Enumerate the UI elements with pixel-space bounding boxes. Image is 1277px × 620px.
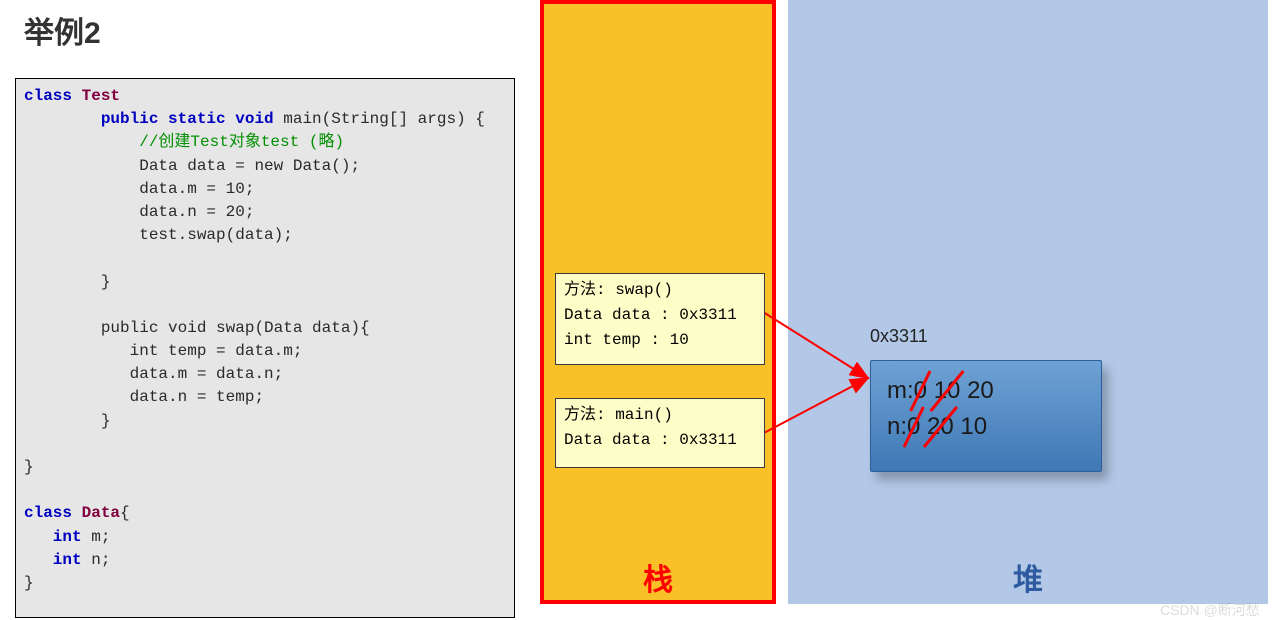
- code-block: class Test public static void main(Strin…: [15, 78, 515, 618]
- heap-struck-value: 0: [914, 373, 927, 409]
- stack-frame: 方法: main() Data data : 0x3311: [555, 398, 765, 468]
- code-token: main(String[] args) {: [283, 110, 485, 128]
- code-token: public void swap(Data data){: [24, 319, 370, 337]
- heap-label: 堆: [788, 555, 1268, 599]
- heap-panel: [788, 0, 1268, 604]
- page-title: 举例2: [24, 8, 101, 52]
- code-token: }: [24, 574, 34, 592]
- heap-struck-value: 10: [934, 373, 961, 409]
- code-token: public static void: [24, 110, 283, 128]
- code-token: data.m = 10;: [24, 180, 254, 198]
- heap-object: m:0 10 20n:0 20 10: [870, 360, 1102, 472]
- code-token: data.n = 20;: [24, 203, 254, 221]
- code-token: }: [24, 273, 110, 291]
- code-token: int: [24, 528, 91, 546]
- heap-struck-value: 0: [907, 409, 920, 445]
- heap-final-value: 20: [967, 377, 994, 404]
- code-token: //创建Test对象test (略): [24, 133, 344, 151]
- code-token: Data data = new Data();: [24, 157, 360, 175]
- stack-label: 栈: [540, 555, 776, 599]
- heap-struck-value: 20: [927, 409, 954, 445]
- stack-frame: 方法: swap() Data data : 0x3311 int temp :…: [555, 273, 765, 365]
- code-token: }: [24, 412, 110, 430]
- code-token: data.m = data.n;: [24, 365, 283, 383]
- heap-row: n:0 20 10: [887, 409, 1085, 445]
- heap-address-label: 0x3311: [870, 326, 928, 347]
- heap-row-prefix: n:: [887, 413, 907, 440]
- heap-row-prefix: m:: [887, 377, 914, 404]
- code-token: int: [24, 551, 91, 569]
- code-token: int temp = data.m;: [24, 342, 302, 360]
- code-token: data.n = temp;: [24, 388, 264, 406]
- code-token: class: [24, 87, 82, 105]
- code-token: n;: [91, 551, 110, 569]
- code-token: test.swap(data);: [24, 226, 293, 244]
- code-token: Data: [82, 504, 120, 522]
- heap-final-value: 10: [960, 413, 987, 440]
- code-token: {: [120, 504, 130, 522]
- code-token: Test: [82, 87, 120, 105]
- code-token: }: [24, 458, 34, 476]
- heap-row: m:0 10 20: [887, 373, 1085, 409]
- code-token: class: [24, 504, 82, 522]
- code-token: m;: [91, 528, 110, 546]
- watermark: CSDN @断河愁: [1160, 600, 1260, 620]
